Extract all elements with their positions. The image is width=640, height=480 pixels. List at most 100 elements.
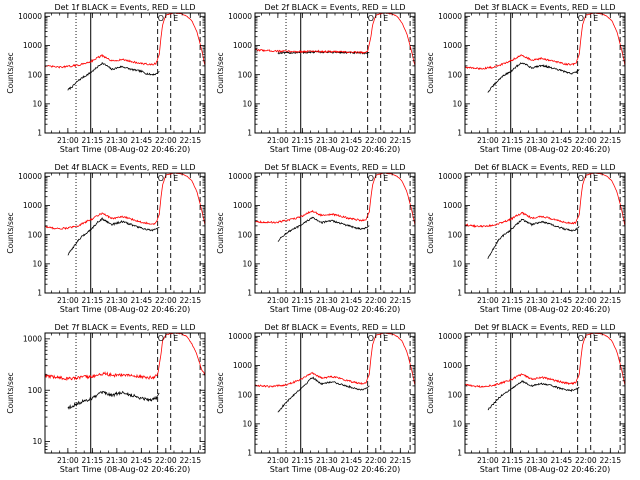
panel-det-7f: Det 7f BLACK = Events, RED = LLD 10 100 100…	[6, 323, 206, 474]
x-tick-label: 22:00	[155, 136, 177, 145]
y-tick-label: 1000	[23, 41, 42, 50]
axis-frame	[464, 12, 626, 134]
y-tick-label: 100	[448, 70, 463, 79]
x-tick-label: 22:00	[365, 296, 387, 305]
panel-det-2f: Det 2f BLACK = Events, RED = LLD 1 10 100 10…	[216, 3, 416, 154]
panel-title: Det 8f BLACK = Events, RED = LLD	[264, 323, 405, 332]
series-line-events	[277, 216, 370, 242]
y-axis-label: Counts/sec	[216, 52, 225, 93]
panel-title: Det 2f BLACK = Events, RED = LLD	[264, 3, 405, 12]
plot-area	[45, 13, 205, 133]
x-axis-label: Start Time (08-Aug-02 20:46:20)	[60, 305, 191, 314]
x-tick-label: 21:15	[82, 136, 104, 145]
plot-area	[465, 333, 625, 453]
y-axis-label: Counts/sec	[6, 372, 15, 413]
x-tick-label: 21:15	[82, 296, 104, 305]
y-tick-label: 100	[28, 70, 43, 79]
series-line-events	[67, 390, 160, 410]
x-tick-label: 21:30	[106, 456, 128, 465]
y-tick-label: 1	[247, 449, 252, 458]
x-axis-label: Start Time (08-Aug-02 20:46:20)	[480, 305, 611, 314]
y-tick-label: 100	[238, 390, 253, 399]
panel-det-8f: Det 8f BLACK = Events, RED = LLD 1 10 100 10…	[216, 323, 416, 474]
x-tick-label: 22:15	[179, 136, 201, 145]
annotation-e: E	[593, 14, 598, 23]
series-line-lld	[45, 173, 205, 230]
annotation-e: E	[173, 14, 178, 23]
x-tick-label: 21:15	[82, 456, 104, 465]
annotation-e: E	[593, 174, 598, 183]
annotation-o: O	[578, 174, 584, 183]
y-tick-label: 1	[457, 449, 462, 458]
x-tick-label: 22:15	[179, 296, 201, 305]
annotation-e: E	[383, 14, 388, 23]
panel-det-9f: Det 9f BLACK = Events, RED = LLD 1 10 100 10…	[426, 323, 626, 474]
y-tick-label: 100	[238, 230, 253, 239]
x-tick-label: 22:15	[599, 456, 621, 465]
y-tick-label: 1000	[233, 361, 252, 370]
x-tick-label: 22:15	[599, 136, 621, 145]
panel-title: Det 3f BLACK = Events, RED = LLD	[474, 3, 615, 12]
panel-title: Det 1f BLACK = Events, RED = LLD	[54, 3, 195, 12]
series-line-events	[67, 62, 160, 91]
axis-frame	[464, 332, 626, 454]
series-line-events	[277, 376, 370, 413]
annotation-o: O	[368, 174, 374, 183]
panel-title: Det 4f BLACK = Events, RED = LLD	[54, 163, 195, 172]
x-tick-label: 22:00	[575, 296, 597, 305]
y-tick-label: 10000	[438, 12, 462, 21]
x-tick-label: 21:45	[551, 456, 573, 465]
y-tick-label: 1	[247, 289, 252, 298]
annotation-o: O	[158, 174, 164, 183]
x-tick-label: 21:00	[477, 456, 499, 465]
panel-title: Det 6f BLACK = Events, RED = LLD	[474, 163, 615, 172]
series-line-events	[277, 50, 370, 55]
x-tick-label: 21:45	[131, 296, 153, 305]
y-tick-label: 1000	[23, 334, 42, 343]
y-tick-label: 100	[28, 386, 43, 395]
y-tick-label: 1000	[443, 201, 462, 210]
x-tick-label: 22:00	[155, 296, 177, 305]
axis-frame	[254, 332, 416, 454]
x-axis-label: Start Time (08-Aug-02 20:46:20)	[60, 145, 191, 154]
y-axis-label: Counts/sec	[216, 212, 225, 253]
y-tick-label: 10000	[438, 172, 462, 181]
x-tick-label: 21:00	[267, 136, 289, 145]
y-tick-label: 10	[242, 99, 252, 108]
x-tick-label: 21:45	[131, 456, 153, 465]
x-tick-label: 21:45	[341, 456, 363, 465]
annotation-o: O	[158, 14, 164, 23]
x-tick-label: 22:00	[365, 136, 387, 145]
y-tick-label: 1000	[443, 361, 462, 370]
x-tick-label: 22:00	[155, 456, 177, 465]
axis-frame	[44, 12, 206, 134]
series-line-lld	[465, 333, 625, 388]
x-tick-label: 21:00	[477, 136, 499, 145]
annotation-o: O	[368, 14, 374, 23]
y-tick-label: 10000	[228, 332, 252, 341]
x-axis-label: Start Time (08-Aug-02 20:46:20)	[270, 465, 401, 474]
x-axis-label: Start Time (08-Aug-02 20:46:20)	[480, 465, 611, 474]
y-axis-label: Counts/sec	[426, 52, 435, 93]
plot-area	[45, 333, 205, 453]
series-line-lld	[465, 173, 625, 229]
plot-area	[255, 173, 415, 293]
x-tick-label: 21:00	[267, 456, 289, 465]
y-tick-label: 100	[238, 70, 253, 79]
axis-frame	[44, 332, 206, 454]
series-line-lld	[255, 333, 415, 388]
annotation-e: E	[383, 334, 388, 343]
annotation-e: E	[173, 174, 178, 183]
y-tick-label: 10000	[18, 172, 42, 181]
y-tick-label: 10	[242, 259, 252, 268]
x-tick-label: 21:00	[57, 456, 79, 465]
x-tick-label: 21:30	[106, 136, 128, 145]
y-axis-label: Counts/sec	[216, 372, 225, 413]
x-tick-label: 21:30	[526, 136, 548, 145]
annotation-o: O	[578, 14, 584, 23]
x-tick-label: 21:30	[316, 296, 338, 305]
y-tick-label: 10	[452, 259, 462, 268]
plot-area	[465, 173, 625, 293]
x-tick-label: 21:30	[526, 296, 548, 305]
